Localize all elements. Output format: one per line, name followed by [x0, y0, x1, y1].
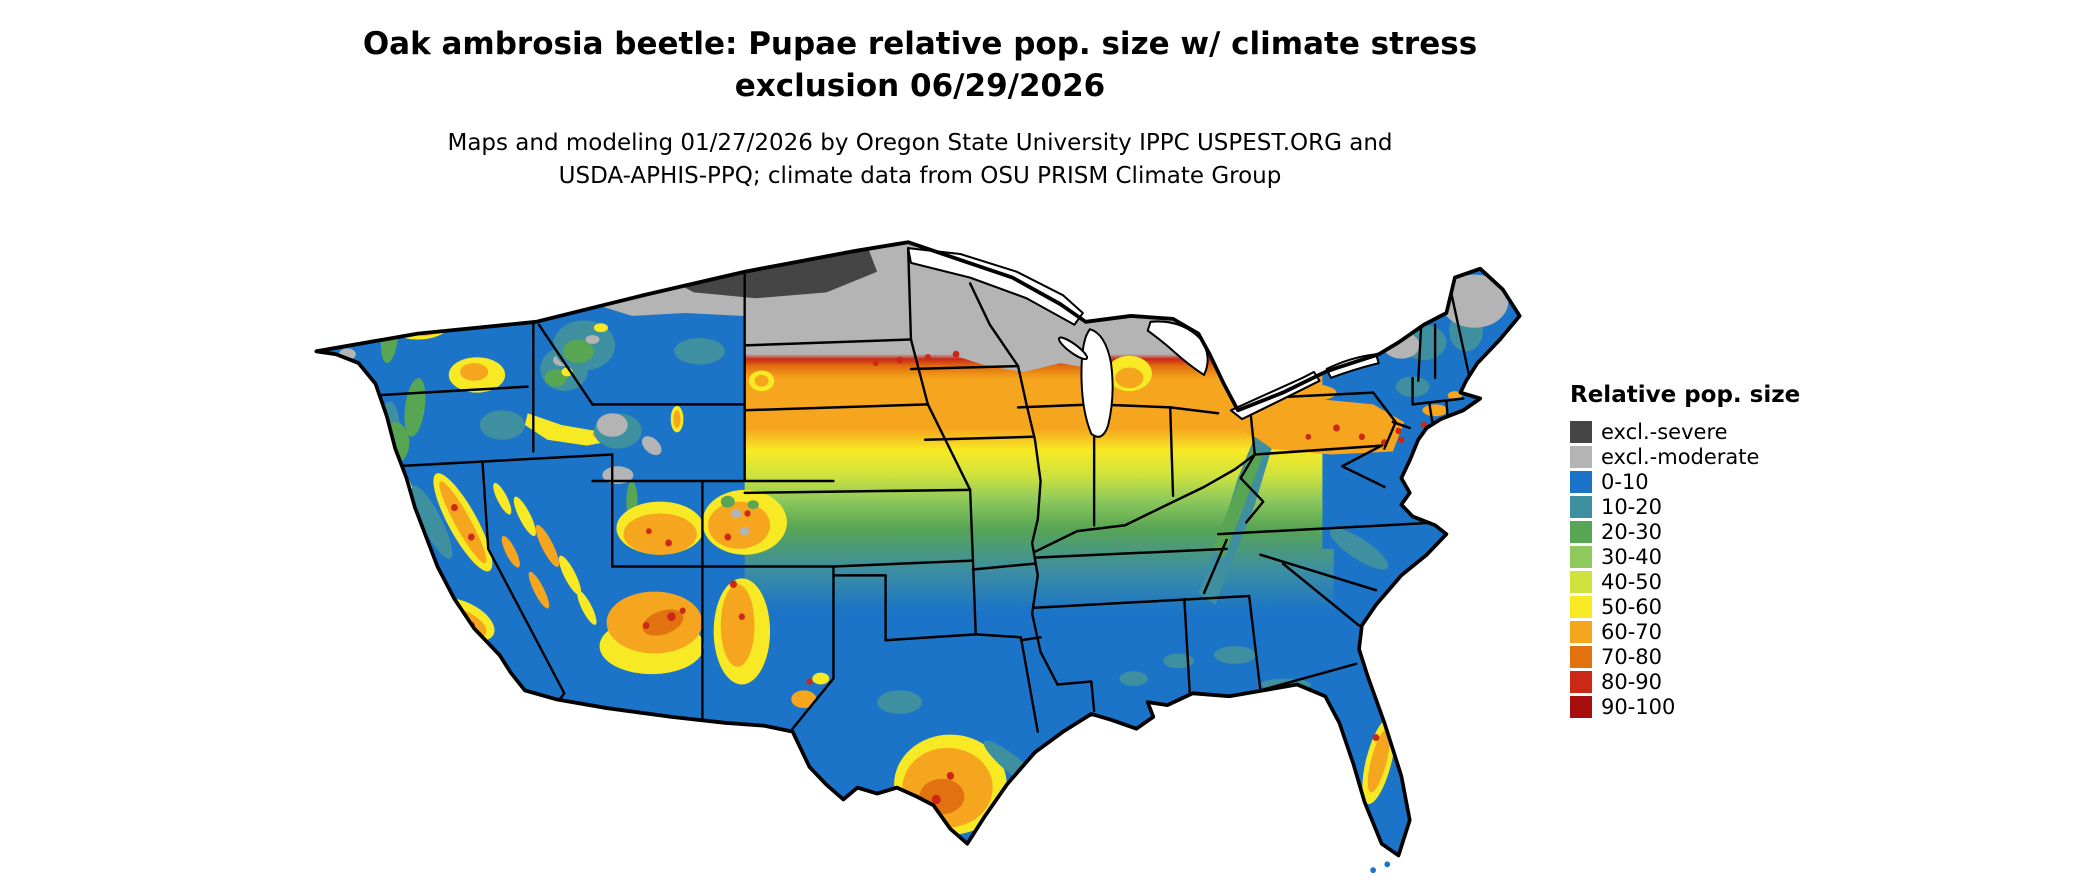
legend-swatch	[1570, 496, 1592, 518]
map-legend: Relative pop. size excl.-severe excl.-mod…	[1570, 382, 1800, 718]
us-map-svg	[314, 240, 1522, 874]
legend-item: excl.-severe	[1570, 421, 1800, 443]
page-title: Oak ambrosia beetle: Pupae relative pop.…	[0, 24, 1840, 108]
legend-title: Relative pop. size	[1570, 382, 1801, 408]
legend-items: excl.-severe excl.-moderate 0-10 10-20 20-30…	[1570, 421, 1800, 718]
subtitle-line-1: Maps and modeling 01/27/2026 by Oregon S…	[447, 130, 1393, 156]
legend-item-label: 0-10	[1601, 470, 1649, 494]
legend-swatch	[1570, 421, 1592, 443]
lake-michigan	[1080, 328, 1114, 438]
legend-item: 40-50	[1570, 571, 1800, 593]
legend-item: excl.-moderate	[1570, 446, 1800, 468]
raster-northeast-base	[1322, 242, 1520, 549]
legend-item: 30-40	[1570, 546, 1800, 568]
legend-item: 90-100	[1570, 696, 1800, 718]
legend-item: 80-90	[1570, 671, 1800, 693]
legend-swatch	[1570, 696, 1592, 718]
legend-item-label: 10-20	[1601, 495, 1663, 519]
legend-item-label: 60-70	[1601, 620, 1663, 644]
green-bay	[1057, 336, 1089, 361]
legend-swatch	[1570, 446, 1592, 468]
legend-swatch	[1570, 471, 1592, 493]
title-line-2: exclusion 06/29/2026	[734, 67, 1106, 104]
legend-swatch	[1570, 571, 1592, 593]
legend-item-label: excl.-moderate	[1601, 445, 1760, 469]
legend-item-label: 80-90	[1601, 670, 1663, 694]
legend-item-label: 90-100	[1601, 695, 1676, 719]
legend-item: 60-70	[1570, 621, 1800, 643]
legend-swatch	[1570, 621, 1592, 643]
florida-keys	[1384, 861, 1391, 868]
legend-item-label: 30-40	[1601, 545, 1663, 569]
legend-swatch	[1570, 546, 1592, 568]
subtitle-line-2: USDA-APHIS-PPQ; climate data from OSU PR…	[558, 163, 1282, 190]
legend-swatch	[1570, 521, 1592, 543]
legend-item: 0-10	[1570, 471, 1800, 493]
legend-swatch	[1570, 646, 1592, 668]
state-borders	[371, 246, 1471, 736]
legend-item-label: 70-80	[1601, 645, 1663, 669]
page-subtitle: Maps and modeling 01/27/2026 by Oregon S…	[0, 127, 1840, 194]
legend-item-label: 50-60	[1601, 595, 1663, 619]
legend-item-label: excl.-severe	[1601, 420, 1728, 444]
us-choropleth-map	[298, 226, 1538, 882]
legend-item: 70-80	[1570, 646, 1800, 668]
legend-swatch	[1570, 671, 1592, 693]
legend-item: 10-20	[1570, 496, 1800, 518]
florida-keys	[1370, 867, 1376, 874]
legend-item: 50-60	[1570, 596, 1800, 618]
legend-item: 20-30	[1570, 521, 1800, 543]
population-raster	[316, 242, 1520, 856]
legend-item-label: 40-50	[1601, 570, 1663, 594]
legend-swatch	[1570, 596, 1592, 618]
title-line-1: Oak ambrosia beetle: Pupae relative pop.…	[362, 26, 1478, 62]
legend-item-label: 20-30	[1601, 520, 1663, 544]
